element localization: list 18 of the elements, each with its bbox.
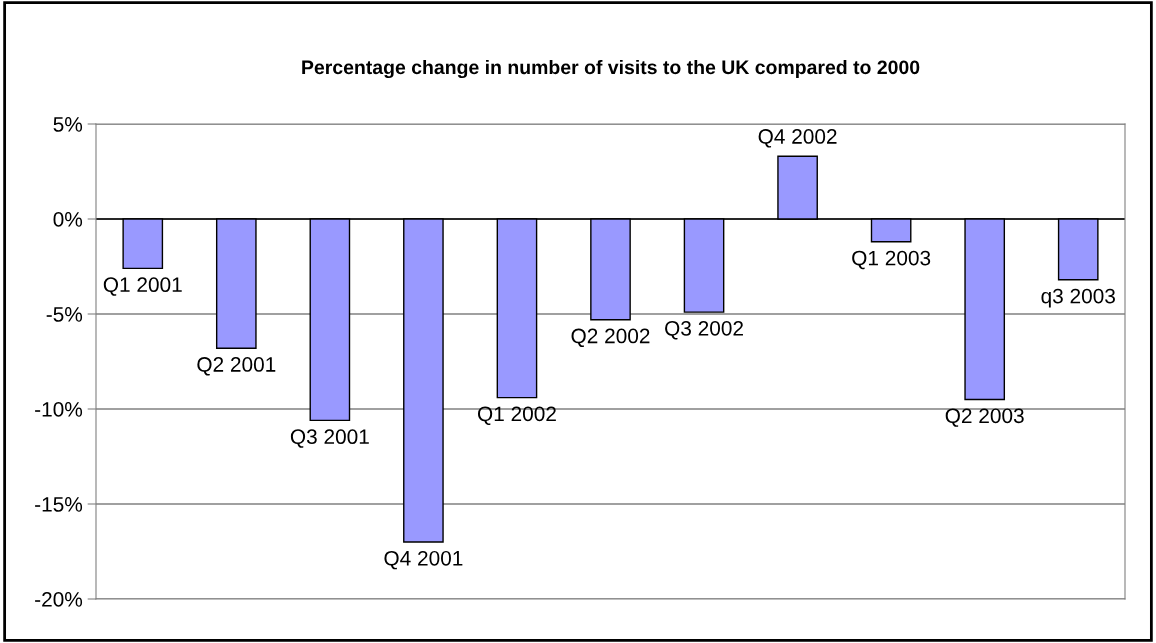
y-tick-label: 5%	[53, 117, 83, 132]
y-tick-label: -15%	[35, 497, 83, 512]
y-tick-label: -10%	[35, 402, 83, 417]
y-tick-label: 0%	[53, 212, 83, 227]
x-tick-label: Q4 2002	[758, 129, 837, 148]
x-tick-label: Q1 2003	[852, 250, 931, 270]
x-tick-label: q3 2003	[1041, 288, 1115, 308]
x-tick-label: Q1 2001	[103, 277, 182, 296]
x-tick-label: Q3 2001	[290, 429, 369, 448]
chart-title: Percentage change in number of visits to the UK compared to 2000	[302, 59, 920, 79]
x-tick-label: Q1 2002	[477, 406, 556, 425]
x-tick-label: Q2 2003	[945, 408, 1024, 427]
x-tick-label: Q4 2001	[384, 550, 463, 570]
y-tick-label: -5%	[46, 307, 83, 322]
y-tick-label: -20%	[35, 592, 83, 607]
x-tick-label: Q2 2001	[197, 357, 276, 376]
x-tick-label: Q3 2002	[665, 320, 743, 340]
x-tick-label: Q2 2002	[571, 328, 650, 348]
